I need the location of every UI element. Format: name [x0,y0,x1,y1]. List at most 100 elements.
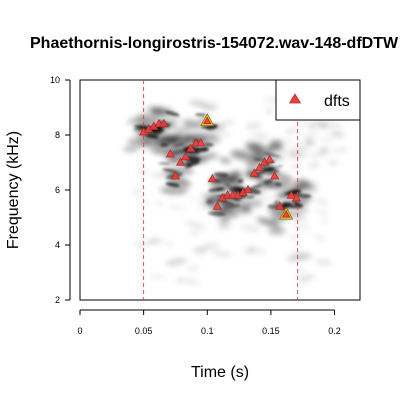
spectrogram-blob [291,208,309,214]
spectrogram-blob [150,173,165,177]
x-tick-label: 0.15 [262,326,280,336]
spectrogram-blob [291,181,318,190]
dfts-point [254,162,265,172]
spectrogram-blob [260,166,275,171]
spectrogram-blob [274,182,282,187]
spectrogram-blob [250,133,269,138]
spectrogram-blob [294,145,311,152]
spectrogram-blob [263,152,281,158]
spectrogram-blob [202,105,216,110]
spectrogram-blob [147,105,164,110]
spectrogram-blob [330,161,340,165]
spectrogram-blob [308,125,315,130]
spectrogram-blob [285,129,298,133]
spectrogram-blob [225,185,237,189]
spectrogram-blob [211,130,232,136]
spectrogram-blob [319,137,334,143]
legend-entry-label: dfts [324,93,350,110]
spectrogram-blob [246,247,258,253]
dfts-point [170,171,181,180]
spectrogram-blob [164,242,174,246]
y-tick-label: 4 [55,240,60,250]
spectrogram-blob [295,203,303,209]
spectrogram-blob [248,144,267,154]
spectrogram-blob [319,147,329,154]
spectrogram-blob [272,165,284,169]
spectrogram-blob [286,150,300,157]
spectrogram-blob [213,172,229,178]
spectrogram-blob [181,278,200,284]
spectrogram-blob [257,249,268,255]
dfts-point [243,184,253,194]
dfts-point [165,149,175,158]
spectrogram-blob [132,188,143,195]
spectrogram-blob [314,210,329,214]
dfts-highlight-core [203,116,212,124]
spectrogram-blob [316,260,333,265]
spectrogram-blob [267,148,275,154]
spectrogram-blob [144,107,162,114]
spectrogram-blob [297,274,315,283]
spectrogram-blob [140,113,158,119]
spectrogram-blob [206,199,213,205]
spectrogram-blob [223,183,231,186]
plot-frame [79,79,361,301]
spectrogram-blob [291,223,311,230]
spectrogram-blob [162,168,178,173]
spectrogram-blob [300,180,318,186]
y-axis: 2 4 6 8 10 [50,75,71,305]
y-tick-label: 2 [55,295,60,305]
spectrogram-blob [303,140,315,144]
spectrogram-blob [223,203,241,208]
spectrogram-blob [309,152,326,158]
spectrogram-blob [137,201,153,205]
dfts-point [181,151,191,161]
spectrogram-blob [189,230,201,234]
spectrogram-blob [189,100,208,107]
spectrogram-blob [165,258,187,266]
dfts-point [286,190,296,199]
spectrogram-blob [146,238,163,244]
spectrogram-blob [173,126,193,134]
dfts-point [275,201,285,210]
spectrogram-blob [198,206,208,210]
spectrogram-blob [258,196,280,201]
spectrogram-blob [202,154,220,160]
spectrogram-blob [159,142,170,148]
spectrogram-blob [193,247,207,254]
spectrogram-blob [193,133,220,139]
spectrogram-blob [224,120,234,124]
spectrogram-blob [313,235,327,240]
spectrogram-blob [155,202,163,206]
spectrogram-blob [263,179,274,184]
spectrogram-blob [199,147,210,151]
spectrogram-blob [273,200,281,205]
spectrogram-blob [164,110,180,117]
spectrogram-blob [288,252,311,258]
spectrogram-blob [240,224,261,232]
dfts-highlight-core [282,210,291,218]
spectrogram-blob [215,187,226,192]
spectrogram-blob [297,269,305,274]
spectrogram-blob [194,113,207,117]
spectrogram-blob [207,211,226,216]
spectrogram-blob [160,186,188,195]
y-axis-label: Frequency (kHz) [5,131,22,249]
spectrogram-blob [242,207,252,213]
dfts-point [249,168,259,177]
dfts-point [159,118,169,128]
spectrogram-background [123,97,353,284]
spectrogram-blob [290,234,297,240]
spectrogram-blob [148,275,168,278]
spectrogram-blob [165,182,180,188]
spectrogram-blob [291,165,300,169]
dfts-series [139,113,301,220]
spectrogram-blob [228,170,242,178]
spectrogram-blob [170,154,196,159]
x-tick-label: 0 [77,326,82,336]
x-axis-label: Time (s) [191,364,249,381]
spectrogram-blob [153,133,160,139]
spectrogram-blob [332,146,349,153]
spectrogram-blob [168,204,186,210]
